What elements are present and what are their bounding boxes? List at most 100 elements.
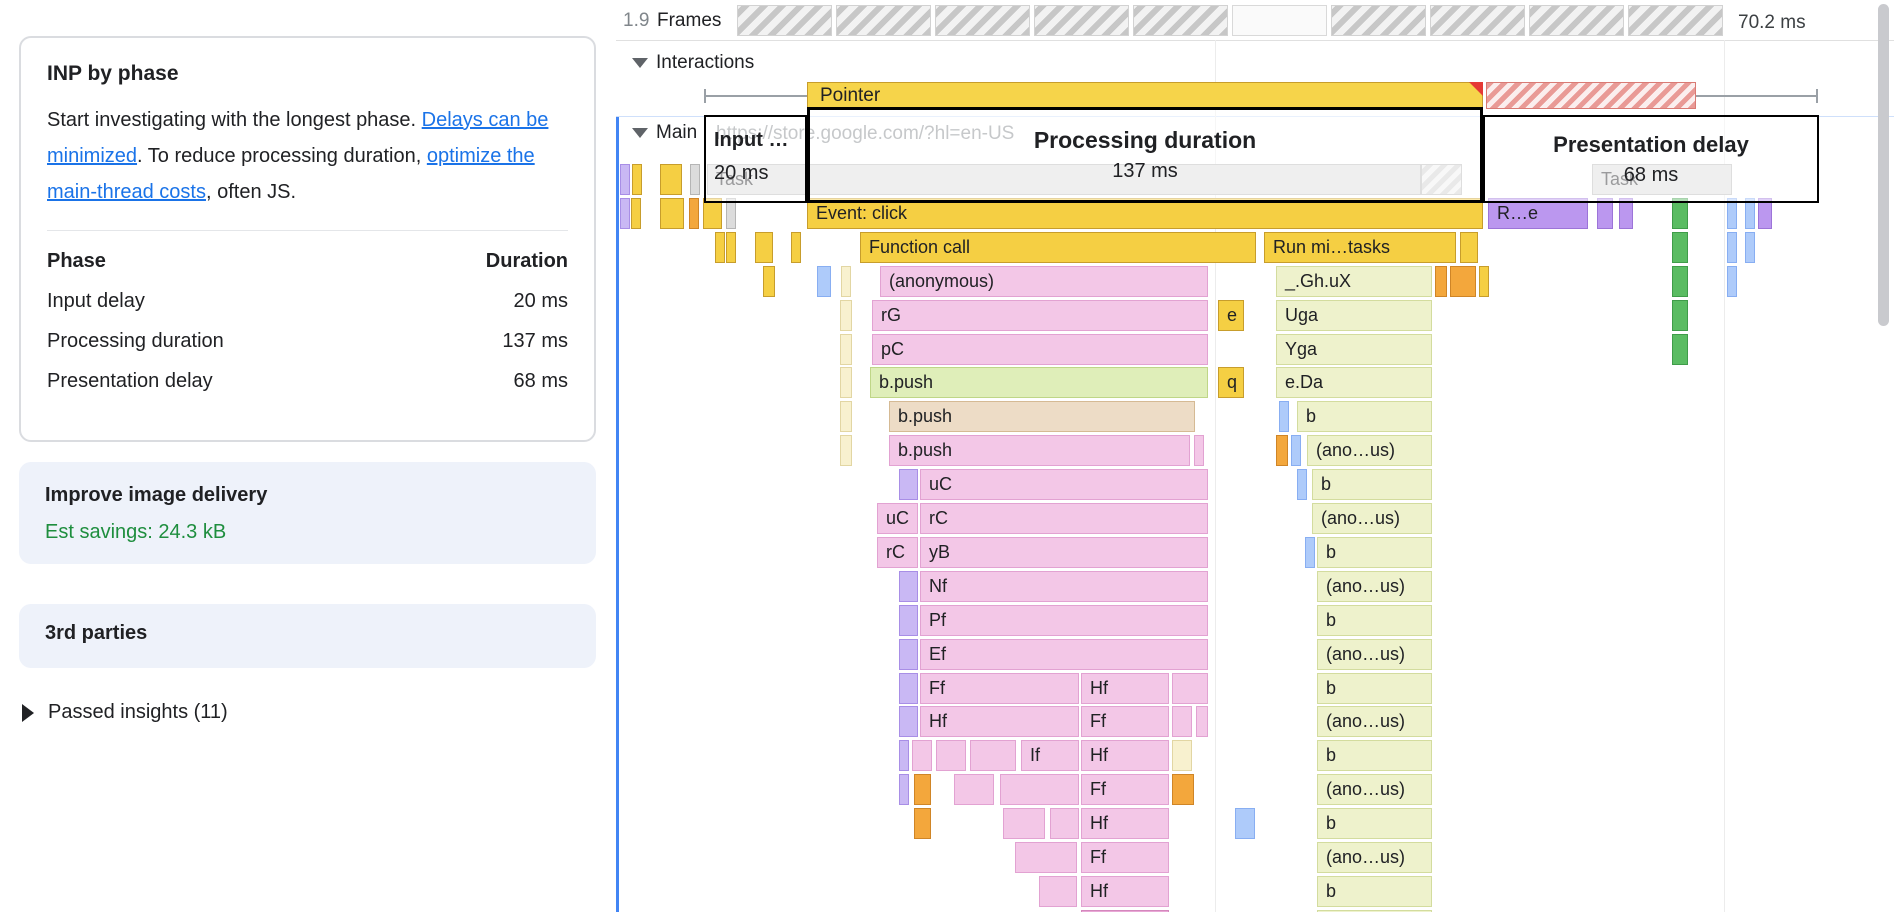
- flame-bar-ano-us[interactable]: (ano…us): [1317, 706, 1432, 737]
- flame-bar-b[interactable]: b: [1317, 740, 1432, 771]
- flame-bar[interactable]: [899, 469, 918, 500]
- flame-bar[interactable]: [1460, 232, 1478, 263]
- flame-bar[interactable]: [791, 232, 801, 263]
- flame-bar-b[interactable]: b: [1317, 537, 1432, 568]
- flame-bar[interactable]: [1172, 740, 1192, 771]
- flame-bar[interactable]: [954, 774, 994, 805]
- flame-bar-hf[interactable]: Hf: [1081, 808, 1169, 839]
- flame-bar[interactable]: [1000, 774, 1079, 805]
- flame-bar[interactable]: [912, 740, 932, 771]
- flame-bar[interactable]: [1015, 842, 1077, 873]
- frame-segment[interactable]: [1331, 5, 1426, 36]
- frame-segment[interactable]: [836, 5, 931, 36]
- flame-bar-ff[interactable]: Ff: [920, 673, 1079, 704]
- flame-bar-e-da[interactable]: e.Da: [1276, 367, 1432, 398]
- flame-bar-b[interactable]: b: [1297, 401, 1432, 432]
- flame-bar-pf[interactable]: Pf: [920, 605, 1208, 636]
- flame-bar[interactable]: [632, 164, 642, 195]
- main-collapse-icon[interactable]: [632, 128, 648, 138]
- flame-bar-uc[interactable]: uC: [877, 503, 918, 534]
- flame-bar-b[interactable]: b: [1317, 808, 1432, 839]
- flame-bar-ff[interactable]: Ff: [1081, 706, 1169, 737]
- flame-bar[interactable]: [1745, 232, 1755, 263]
- flame-bar-ano-us[interactable]: (ano…us): [1317, 842, 1432, 873]
- flame-bar-ano-us[interactable]: (ano…us): [1317, 639, 1432, 670]
- flame-bar[interactable]: [755, 232, 773, 263]
- pointer-interaction-bar[interactable]: Pointer: [807, 82, 1483, 110]
- flame-bar[interactable]: [1279, 401, 1289, 432]
- flame-bar[interactable]: [690, 164, 700, 195]
- flame-bar[interactable]: [1727, 266, 1737, 297]
- flame-bar[interactable]: [840, 367, 852, 398]
- flame-bar[interactable]: [1081, 910, 1169, 912]
- flame-bar[interactable]: [1727, 232, 1737, 263]
- flame-bar-rc[interactable]: rC: [877, 537, 918, 568]
- flame-bar[interactable]: [1050, 808, 1079, 839]
- flame-bar[interactable]: [899, 605, 918, 636]
- flame-bar[interactable]: [763, 266, 775, 297]
- frame-segment[interactable]: [1430, 5, 1525, 36]
- flame-bar-rg[interactable]: rG: [872, 300, 1208, 331]
- flame-bar-e[interactable]: e: [1218, 300, 1244, 331]
- flame-bar[interactable]: [1172, 774, 1194, 805]
- flame-bar-uga[interactable]: Uga: [1276, 300, 1432, 331]
- flame-bar[interactable]: [631, 198, 641, 229]
- flame-bar[interactable]: [726, 232, 736, 263]
- flame-bar[interactable]: [620, 198, 630, 229]
- flame-bar[interactable]: [936, 740, 966, 771]
- flame-bar[interactable]: [899, 571, 918, 602]
- flame-bar[interactable]: [1039, 876, 1077, 907]
- flame-bar-q[interactable]: q: [1218, 367, 1244, 398]
- frame-segment[interactable]: [1628, 5, 1723, 36]
- passed-insights-toggle[interactable]: Passed insights (11): [22, 701, 228, 724]
- flame-bar-rc[interactable]: rC: [920, 503, 1208, 534]
- delays-minimized-link[interactable]: Delays can be minimized: [47, 109, 549, 167]
- flame-bar[interactable]: [899, 639, 918, 670]
- frame-segment[interactable]: [1133, 5, 1228, 36]
- flame-bar[interactable]: [620, 164, 630, 195]
- flame-bar-hf[interactable]: Hf: [1081, 876, 1169, 907]
- flame-bar-hf[interactable]: Hf: [1081, 673, 1169, 704]
- flame-bar[interactable]: [1196, 706, 1208, 737]
- flame-bar[interactable]: [899, 740, 909, 771]
- flame-bar-uc[interactable]: uC: [920, 469, 1208, 500]
- flame-bar-run-mi-tasks[interactable]: Run mi…tasks: [1264, 232, 1456, 263]
- frame-segment[interactable]: [1034, 5, 1129, 36]
- flame-bar-ano-us[interactable]: (ano…us): [1307, 435, 1432, 466]
- flame-bar-anonymous[interactable]: (anonymous): [880, 266, 1208, 297]
- flame-bar[interactable]: [841, 266, 851, 297]
- flame-bar[interactable]: [1672, 232, 1688, 263]
- flame-bar[interactable]: [1672, 266, 1688, 297]
- flame-bar[interactable]: [899, 774, 909, 805]
- flame-bar-b[interactable]: b: [1312, 469, 1432, 500]
- flame-bar-ef[interactable]: Ef: [920, 639, 1208, 670]
- flame-bar[interactable]: [840, 334, 852, 365]
- flame-bar[interactable]: [840, 300, 852, 331]
- frame-segment[interactable]: [1232, 5, 1327, 36]
- optimize-main-thread-link[interactable]: optimize the main-thread costs: [47, 145, 535, 203]
- flame-bar-b-push[interactable]: b.push: [889, 401, 1195, 432]
- flame-bar[interactable]: [1291, 435, 1301, 466]
- flame-bar[interactable]: [715, 232, 725, 263]
- flame-bar[interactable]: [970, 740, 1016, 771]
- flame-bar-event-click[interactable]: Event: click: [807, 198, 1483, 229]
- flame-bar[interactable]: [1435, 266, 1447, 297]
- flame-bar[interactable]: [1297, 469, 1307, 500]
- flame-bar-ano-us[interactable]: (ano…us): [1317, 571, 1432, 602]
- flame-bar[interactable]: [1172, 706, 1192, 737]
- flame-bar[interactable]: [1172, 673, 1208, 704]
- flame-bar[interactable]: [899, 706, 918, 737]
- flame-bar-pc[interactable]: pC: [872, 334, 1208, 365]
- flame-bar-nf[interactable]: Nf: [920, 571, 1208, 602]
- flame-bar-function-call[interactable]: Function call: [860, 232, 1256, 263]
- flame-bar[interactable]: [899, 673, 918, 704]
- flame-bar-b[interactable]: b: [1317, 673, 1432, 704]
- frame-segment[interactable]: [1529, 5, 1624, 36]
- flame-bar-yga[interactable]: Yga: [1276, 334, 1432, 365]
- flame-bar[interactable]: [660, 198, 684, 229]
- flame-bar-ff[interactable]: Ff: [1081, 842, 1169, 873]
- flame-bar-if[interactable]: If: [1021, 740, 1079, 771]
- vertical-scrollbar-thumb[interactable]: [1878, 4, 1889, 326]
- flame-bar[interactable]: [660, 164, 682, 195]
